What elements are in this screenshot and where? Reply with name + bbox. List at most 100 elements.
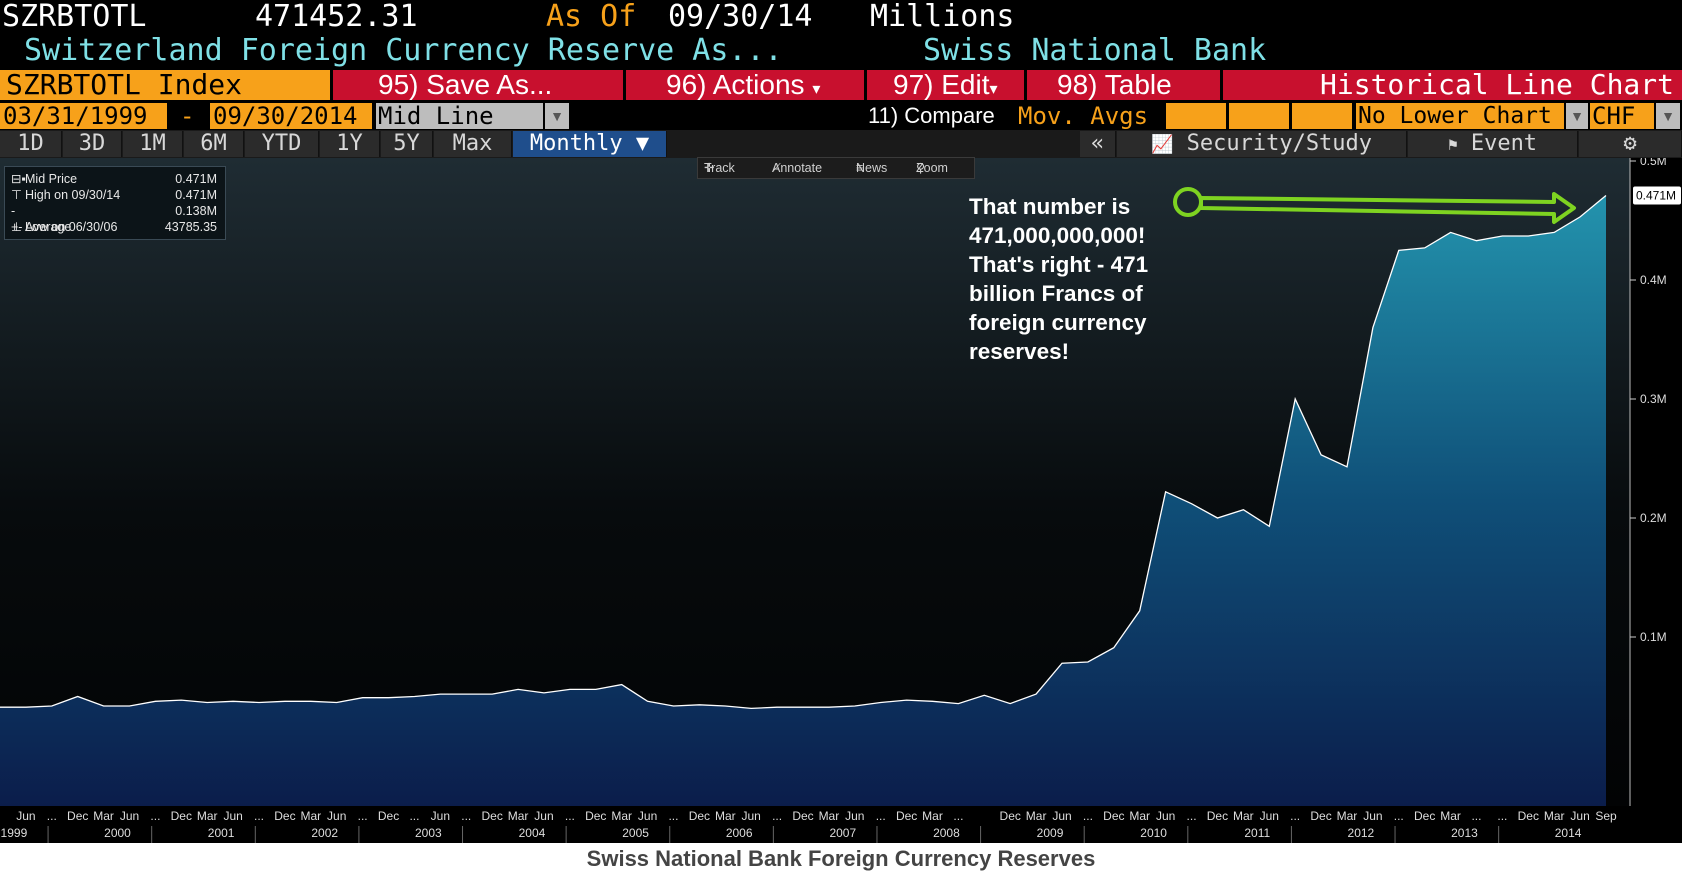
table-button[interactable]: 98) Table	[1027, 70, 1220, 100]
event-button[interactable]: ⚑ Event	[1408, 131, 1578, 157]
x-year-label: 2008	[933, 826, 960, 840]
index-label[interactable]: SZRBTOTL Index	[0, 70, 330, 100]
line-type-dropdown-icon[interactable]: ▼	[545, 103, 569, 129]
x-tick-label: Dec	[67, 809, 88, 823]
collapse-button[interactable]: «	[1080, 131, 1116, 157]
currency-dropdown-icon[interactable]: ▼	[1656, 103, 1680, 129]
x-tick-label: ...	[47, 809, 57, 823]
x-tick-label: Mar	[1129, 809, 1150, 823]
chart-study-icon: 📈	[1150, 134, 1174, 155]
last-value-tag	[1633, 186, 1681, 205]
x-tick-label: ...	[1187, 809, 1197, 823]
x-tick-label: Jun	[1052, 809, 1071, 823]
legend-row-mid-price[interactable]: ⊟▪Mid Price 0.471M	[11, 171, 221, 187]
x-tick-label: Jun	[223, 809, 242, 823]
y-tick-label: 0.5M	[1640, 158, 1667, 168]
legend-value: 0.138M	[175, 204, 217, 218]
lower-chart-dropdown-icon[interactable]: ▼	[1566, 103, 1588, 129]
x-tick-label: ...	[254, 809, 264, 823]
legend-label: Mid Price	[25, 172, 78, 186]
tab-1y[interactable]: 1Y	[320, 131, 380, 157]
currency-select[interactable]: CHF	[1590, 103, 1654, 129]
tab-monthly[interactable]: Monthly ▼	[513, 131, 667, 157]
data-source: Swiss National Bank	[923, 33, 1267, 68]
tab-6m[interactable]: 6M	[184, 131, 244, 157]
x-tick-label: Mar	[197, 809, 218, 823]
x-year-label: 2006	[726, 826, 753, 840]
x-tick-label: ...	[876, 809, 886, 823]
x-year-label: 2004	[519, 826, 546, 840]
x-year-label: 2012	[1348, 826, 1375, 840]
x-tick-label: Dec	[1518, 809, 1539, 823]
low-marker-icon: ⊥	[11, 220, 22, 234]
track-label: Track	[704, 161, 735, 175]
x-year-label: 2003	[415, 826, 442, 840]
compare-button[interactable]: 11) Compare	[868, 103, 995, 128]
x-tick-label: Jun	[1570, 809, 1589, 823]
end-date-field[interactable]: 09/30/2014	[210, 103, 372, 129]
as-of-date: 09/30/14	[668, 0, 813, 34]
line-type-select[interactable]: Mid Line	[376, 103, 543, 129]
empty-field-2[interactable]	[1229, 103, 1289, 129]
x-tick-label: ...	[1471, 809, 1481, 823]
x-tick-label: Jun	[1260, 809, 1279, 823]
y-tick-label: 0.4M	[1640, 273, 1667, 287]
lower-chart-select[interactable]: No Lower Chart	[1356, 103, 1564, 129]
x-tick-label: ...	[409, 809, 419, 823]
annotation-line: That's right - 471	[969, 252, 1149, 277]
news-icon: ≡	[856, 161, 864, 175]
tab-1m[interactable]: 1M	[123, 131, 183, 157]
axis-background	[1630, 158, 1682, 806]
x-tick-label: Jun	[845, 809, 864, 823]
ticker: SZRBTOTL	[2, 0, 147, 34]
chart-type-label: Historical Line Chart	[1223, 70, 1682, 100]
legend-row-low: ⊥ Low on 06/30/06 43785.35	[11, 219, 221, 235]
start-date-field[interactable]: 03/31/1999	[0, 103, 167, 129]
x-tick-label: Mar	[1026, 809, 1047, 823]
x-tick-label: Jun	[16, 809, 35, 823]
x-tick-label: Mar	[922, 809, 943, 823]
tab-3d[interactable]: 3D	[63, 131, 122, 157]
x-tick-label: ...	[1497, 809, 1507, 823]
actions-button[interactable]: 96) Actions ▾	[626, 70, 864, 100]
annotation-line: That number is	[969, 194, 1131, 219]
edit-button[interactable]: 97) Edit▾	[867, 70, 1024, 100]
mov-avgs-button[interactable]: Mov. Avgs	[1018, 102, 1149, 130]
tab-5y[interactable]: 5Y	[381, 131, 433, 157]
gear-icon[interactable]: ⚙	[1579, 131, 1682, 157]
x-tick-label: Dec	[689, 809, 710, 823]
x-year-label: 1999	[1, 826, 28, 840]
save-as-button[interactable]: 95) Save As...	[333, 70, 623, 100]
x-tick-label: ...	[358, 809, 368, 823]
annotation-text: That number is 471,000,000,000! That's r…	[969, 192, 1169, 366]
tab-ytd[interactable]: YTD	[245, 131, 319, 157]
chart-area: 0.1M 0.2M 0.3M 0.4M 0.5M 0.471M	[0, 158, 1682, 806]
x-tick-label: Jun	[327, 809, 346, 823]
legend-value: 0.471M	[175, 172, 217, 186]
x-tick-label: Mar	[508, 809, 529, 823]
legend-label: Low on 06/30/06	[25, 220, 118, 234]
checkbox-icon[interactable]: ⊟▪	[11, 172, 26, 186]
empty-field-3[interactable]	[1292, 103, 1352, 129]
xaxis-strip	[0, 806, 1682, 843]
annotation-line: 471,000,000,000!	[969, 223, 1146, 248]
x-tick-label: Jun	[742, 809, 761, 823]
x-tick-label: Dec	[378, 809, 399, 823]
high-marker-icon: ⊤	[11, 188, 22, 202]
dropdown-arrow-icon: ▾	[989, 81, 998, 98]
security-study-button[interactable]: 📈 Security/Study	[1117, 131, 1407, 157]
tab-max[interactable]: Max	[434, 131, 512, 157]
legend-row-high: ⊤ High on 09/30/14 0.471M	[11, 187, 221, 203]
x-tick-label: Dec	[1103, 809, 1124, 823]
units: Millions	[870, 0, 1015, 34]
x-tick-label: ...	[953, 809, 963, 823]
empty-field-1[interactable]	[1166, 103, 1226, 129]
x-tick-label: Dec	[585, 809, 606, 823]
arrow-shaft	[1199, 192, 1576, 224]
x-tick-label: Dec	[1207, 809, 1228, 823]
x-tick-label: Mar	[611, 809, 632, 823]
period-tabs: 1D 3D 1M 6M YTD 1Y 5Y Max Monthly ▼ « 📈 …	[0, 130, 1682, 158]
tab-1d[interactable]: 1D	[0, 131, 62, 157]
x-tick-label: ...	[772, 809, 782, 823]
y-axis: 0.1M 0.2M 0.3M 0.4M 0.5M 0.471M	[1629, 158, 1681, 806]
